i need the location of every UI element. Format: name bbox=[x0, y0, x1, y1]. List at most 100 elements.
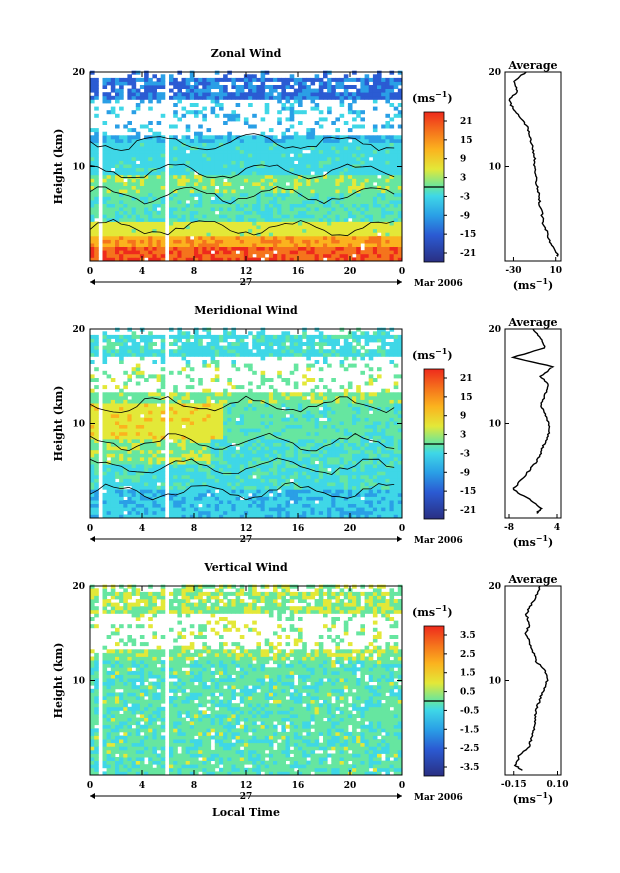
heatmap-cell bbox=[102, 334, 108, 339]
heatmap-cell bbox=[268, 514, 274, 519]
heatmap-cell bbox=[273, 146, 278, 151]
heatmap-cell bbox=[377, 153, 382, 158]
heatmap-cell bbox=[277, 207, 282, 212]
heatmap-cell bbox=[206, 331, 212, 336]
heatmap-cell bbox=[248, 250, 253, 255]
heatmap-cell bbox=[160, 178, 166, 183]
heatmap-cell bbox=[90, 235, 95, 240]
heatmap-cell bbox=[302, 160, 307, 165]
heatmap-cell bbox=[181, 174, 187, 179]
heatmap-cell bbox=[277, 500, 282, 504]
contour-line bbox=[89, 133, 395, 152]
heatmap-cell bbox=[198, 474, 203, 479]
heatmap-cell bbox=[127, 442, 132, 447]
heatmap-cell bbox=[106, 171, 112, 176]
heatmap-cell bbox=[110, 174, 116, 179]
heatmap-cell bbox=[339, 103, 345, 107]
heatmap-cell bbox=[231, 352, 236, 357]
heatmap-cell bbox=[243, 121, 249, 125]
heatmap-cell bbox=[385, 221, 390, 226]
heatmap-cell bbox=[277, 174, 282, 179]
heatmap-cell bbox=[318, 253, 324, 258]
heatmap-cell bbox=[314, 232, 320, 237]
heatmap-cell bbox=[264, 510, 270, 515]
heatmap-cell bbox=[256, 413, 261, 418]
heatmap-cell bbox=[102, 492, 108, 497]
heatmap-cell bbox=[227, 449, 232, 454]
heatmap-cell bbox=[252, 370, 257, 375]
heatmap-cell bbox=[144, 196, 149, 201]
heatmap-cell bbox=[90, 189, 95, 194]
heatmap-cell bbox=[115, 442, 120, 447]
heatmap-cell bbox=[264, 257, 270, 262]
heatmap-cell bbox=[223, 421, 228, 425]
heatmap-cell bbox=[177, 406, 182, 411]
heatmap-cell bbox=[268, 92, 274, 97]
heatmap-cell bbox=[90, 442, 95, 447]
heatmap-cell bbox=[194, 243, 199, 247]
heatmap-cell bbox=[381, 156, 386, 161]
heatmap-cell bbox=[314, 156, 320, 161]
heatmap-cell bbox=[239, 435, 245, 440]
heatmap-cell bbox=[219, 185, 224, 190]
heatmap-cell bbox=[177, 171, 182, 176]
heatmap-cell bbox=[152, 131, 157, 136]
heatmap-cell bbox=[285, 192, 291, 197]
heatmap-cell bbox=[248, 185, 253, 190]
heatmap-cell bbox=[356, 232, 361, 237]
heatmap-cell bbox=[185, 496, 191, 501]
heatmap-cell bbox=[372, 149, 378, 154]
heatmap-cell bbox=[318, 92, 324, 97]
heatmap-cell bbox=[144, 253, 149, 258]
heatmap-cell bbox=[252, 453, 257, 458]
heatmap-cell bbox=[177, 474, 182, 479]
heatmap-cell bbox=[393, 185, 399, 190]
heatmap-cell bbox=[214, 460, 220, 465]
heatmap-cell bbox=[135, 217, 141, 222]
heatmap-cell bbox=[115, 446, 120, 451]
heatmap-cell bbox=[219, 496, 224, 501]
heatmap-cell bbox=[210, 356, 216, 361]
heatmap-cell bbox=[335, 203, 340, 208]
heatmap-cell bbox=[219, 457, 224, 461]
heatmap-cell bbox=[106, 500, 112, 504]
heatmap-cell bbox=[248, 403, 253, 408]
heatmap-cell bbox=[127, 217, 132, 222]
heatmap-cell bbox=[252, 342, 257, 346]
heatmap-cell bbox=[135, 221, 141, 226]
heatmap-cell bbox=[106, 138, 112, 143]
heatmap-cell bbox=[393, 149, 399, 154]
heatmap-cell bbox=[169, 474, 174, 479]
heatmap-cell bbox=[385, 156, 390, 161]
heatmap-cell bbox=[360, 257, 365, 262]
heatmap-cell bbox=[123, 81, 128, 86]
heatmap-cell bbox=[239, 77, 245, 82]
heatmap-cell bbox=[139, 403, 145, 408]
heatmap-cell bbox=[318, 135, 324, 140]
heatmap-cell bbox=[235, 406, 241, 411]
heatmap-cell bbox=[202, 435, 207, 440]
heatmap-cell bbox=[385, 160, 390, 165]
heatmap-cell bbox=[223, 156, 228, 161]
heatmap-cell bbox=[235, 117, 241, 122]
heatmap-cell bbox=[356, 235, 361, 240]
heatmap-cell bbox=[223, 431, 228, 436]
heatmap-cell bbox=[256, 331, 261, 336]
heatmap-cell bbox=[248, 485, 253, 490]
heatmap-cell bbox=[94, 424, 99, 429]
heatmap-cell bbox=[202, 507, 207, 512]
heatmap-cell bbox=[335, 192, 340, 197]
heatmap-cell bbox=[144, 146, 149, 151]
heatmap-cell bbox=[169, 88, 174, 93]
heatmap-cell bbox=[135, 413, 141, 418]
heatmap-cell bbox=[389, 257, 395, 262]
heatmap-cell bbox=[135, 514, 141, 519]
heatmap-cell bbox=[248, 417, 253, 422]
heatmap-cell bbox=[160, 406, 166, 411]
heatmap-cell bbox=[131, 392, 137, 397]
heatmap-cell bbox=[214, 250, 220, 255]
heatmap-cell bbox=[206, 257, 212, 262]
heatmap-cell bbox=[181, 153, 187, 158]
heatmap-cell bbox=[210, 395, 216, 400]
heatmap-cell bbox=[102, 167, 108, 172]
